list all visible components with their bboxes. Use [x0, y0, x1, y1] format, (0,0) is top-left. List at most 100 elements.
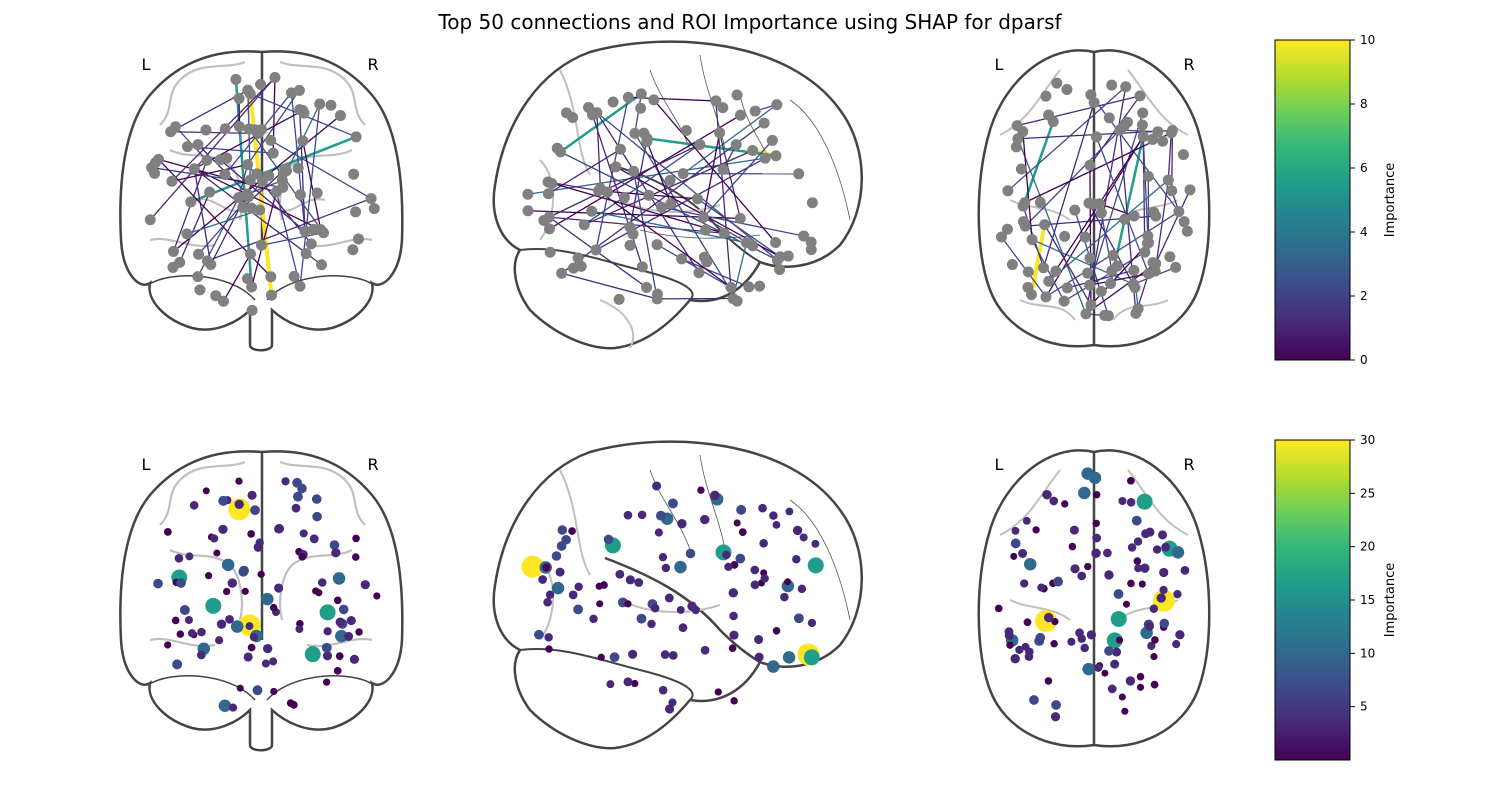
roi-marker: [1091, 548, 1101, 558]
roi-node: [1130, 307, 1142, 319]
connection-edge: [194, 168, 322, 231]
roi-marker: [654, 528, 663, 537]
roi-marker: [750, 580, 760, 590]
roi-node: [1147, 257, 1159, 269]
roi-marker: [234, 499, 244, 509]
roi-marker: [1122, 600, 1131, 608]
roi-marker: [153, 578, 163, 589]
roi-marker: [1092, 519, 1100, 528]
roi-node: [710, 95, 722, 107]
roi-node: [1022, 266, 1034, 278]
colorbar-tick-label: 30: [1360, 433, 1375, 447]
roi-node: [294, 189, 306, 201]
roi-marker: [750, 565, 760, 575]
roi-marker: [1080, 643, 1089, 653]
roi-node: [308, 223, 320, 235]
roi-node: [1084, 252, 1096, 264]
roi-marker: [257, 570, 265, 578]
roi-marker: [609, 652, 620, 663]
roi-node: [607, 96, 619, 108]
roi-marker: [674, 560, 687, 574]
roi-node: [551, 142, 563, 154]
roi-node: [1111, 260, 1123, 272]
roi-node: [636, 261, 648, 273]
roi-marker: [1173, 590, 1182, 599]
roi-marker: [728, 588, 738, 598]
roi-marker: [754, 652, 764, 662]
roi-node: [635, 88, 647, 100]
roi-marker: [1025, 647, 1034, 657]
connection-edge: [171, 164, 248, 182]
roi-node: [591, 107, 603, 119]
roi-marker: [1011, 526, 1020, 535]
roi-marker: [1159, 567, 1169, 578]
roi-marker: [736, 504, 747, 515]
connection-edge: [158, 158, 277, 193]
roi-marker: [664, 593, 674, 603]
roi-marker: [568, 527, 576, 535]
roi-node: [305, 238, 317, 250]
roi-node: [1085, 89, 1097, 101]
roi-node: [1039, 219, 1051, 231]
roi-node: [717, 102, 729, 114]
roi-node: [201, 154, 213, 166]
roi-node: [325, 99, 337, 111]
roi-marker: [660, 650, 670, 659]
roi-node: [624, 239, 636, 251]
roi-node: [144, 214, 156, 226]
roi-marker: [1134, 564, 1143, 573]
roi-marker: [312, 511, 322, 522]
roi-marker: [1140, 563, 1150, 573]
roi-marker: [1010, 538, 1021, 549]
roi-node: [567, 111, 579, 123]
colorbar-tick-label: 5: [1360, 700, 1368, 714]
roi-marker: [545, 590, 555, 599]
roi-node: [265, 289, 277, 301]
roi-marker: [1029, 695, 1039, 705]
roi-node: [618, 192, 630, 204]
roi-marker: [785, 507, 794, 516]
roi-node: [1164, 251, 1176, 263]
roi-node: [1166, 185, 1178, 197]
roi-node: [590, 244, 602, 256]
roi-marker: [551, 581, 565, 595]
roi-marker: [1051, 617, 1059, 626]
roi-node: [771, 254, 783, 266]
roi-node: [1137, 130, 1149, 142]
roi-marker: [1112, 647, 1122, 657]
roi-node: [806, 197, 818, 209]
roi-node: [798, 230, 810, 242]
roi-node: [680, 124, 692, 136]
roi-marker: [685, 548, 696, 559]
roi-node: [1104, 278, 1116, 290]
roi-node: [614, 143, 626, 155]
view-label-right: R: [367, 55, 378, 74]
roi-node: [1119, 213, 1131, 225]
roi-marker: [215, 636, 224, 645]
roi-marker: [189, 501, 199, 510]
roi-node: [1128, 264, 1140, 276]
roi-node: [210, 290, 222, 302]
roi-marker: [346, 616, 356, 626]
roi-marker: [661, 563, 671, 573]
roi-node: [1026, 234, 1038, 246]
roi-marker: [322, 651, 333, 661]
roi-node: [255, 239, 267, 251]
roi-marker: [1070, 564, 1080, 574]
roi-marker: [534, 629, 544, 640]
roi-marker: [714, 688, 722, 696]
colorbar-top-label: Importance: [1383, 163, 1398, 238]
roi-marker: [351, 553, 360, 561]
connection-edge: [661, 206, 804, 237]
connection-edge: [170, 131, 259, 135]
roi-node: [241, 273, 253, 285]
roi-marker: [269, 603, 278, 612]
roi-marker: [700, 514, 710, 525]
connection-edge: [634, 133, 738, 302]
roi-marker: [772, 520, 781, 529]
roi-marker: [1118, 496, 1127, 506]
roi-marker: [730, 697, 738, 705]
roi-marker: [352, 534, 360, 543]
roi-marker: [1133, 537, 1143, 546]
roi-marker: [1171, 546, 1185, 559]
